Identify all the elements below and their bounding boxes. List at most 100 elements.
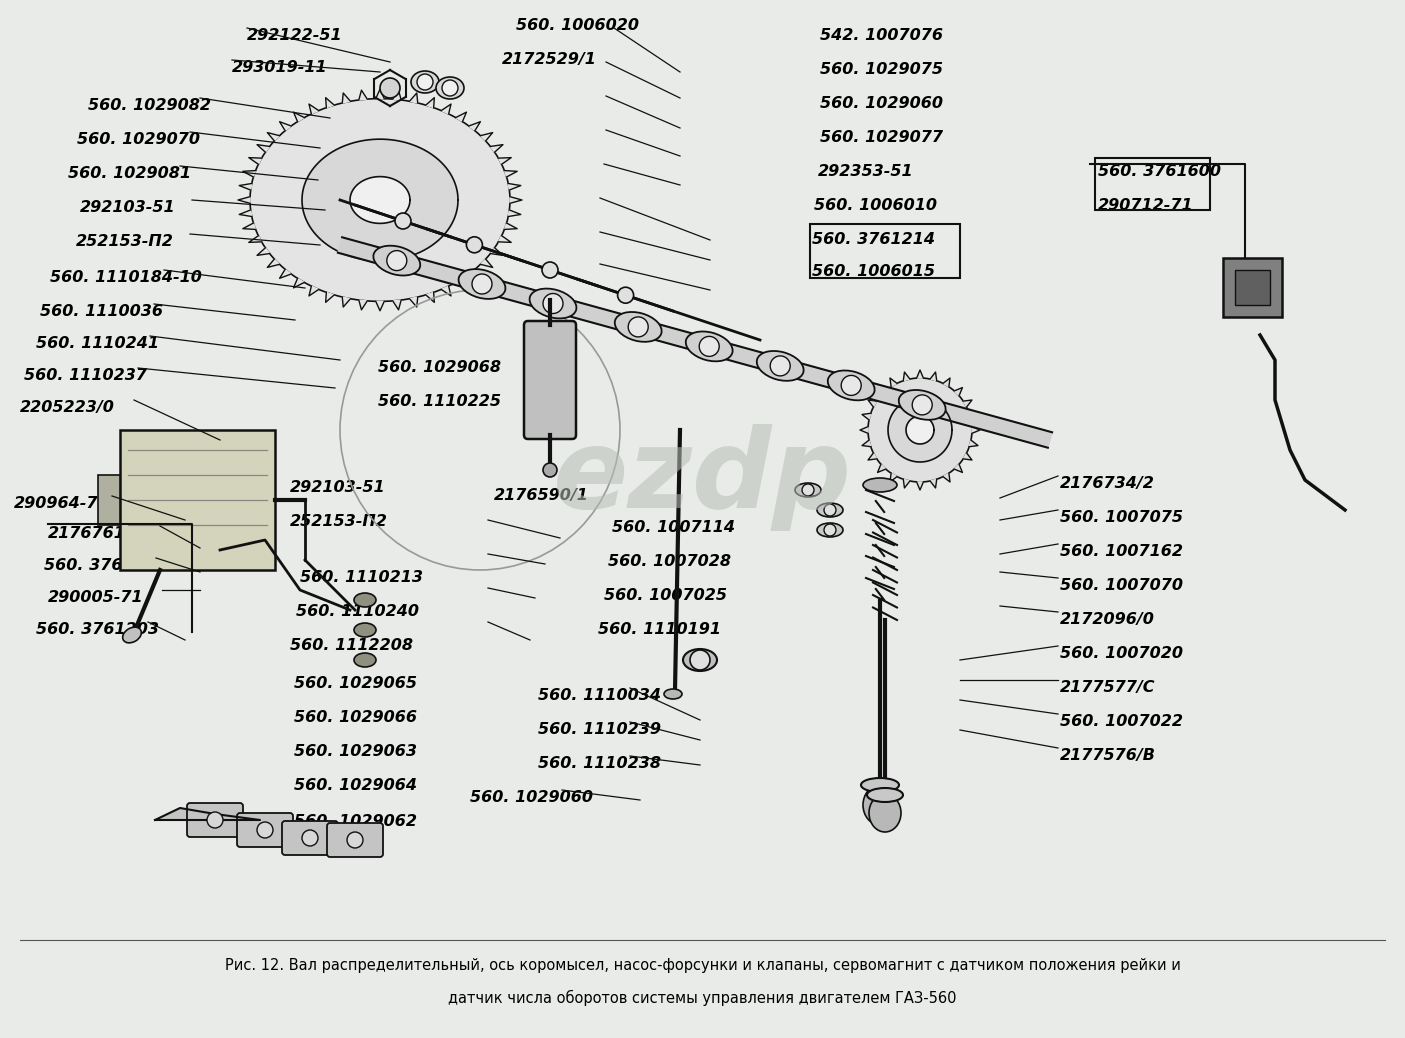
Polygon shape	[903, 372, 910, 381]
Polygon shape	[257, 144, 270, 153]
Circle shape	[628, 317, 648, 337]
Text: 2205223/0: 2205223/0	[20, 400, 115, 415]
Polygon shape	[350, 176, 410, 223]
Ellipse shape	[795, 483, 821, 497]
Ellipse shape	[686, 331, 732, 361]
Bar	[811, 224, 960, 278]
Text: 2177577/С: 2177577/С	[1059, 680, 1155, 695]
Circle shape	[207, 812, 223, 828]
Circle shape	[700, 336, 719, 356]
Circle shape	[347, 832, 362, 848]
Polygon shape	[868, 378, 972, 482]
Ellipse shape	[374, 246, 420, 275]
Text: 560. 1029070: 560. 1029070	[77, 132, 200, 147]
Ellipse shape	[530, 289, 576, 319]
Polygon shape	[969, 413, 978, 419]
Polygon shape	[930, 372, 937, 381]
Polygon shape	[375, 89, 384, 99]
Polygon shape	[889, 378, 896, 387]
Text: 560. 3761207: 560. 3761207	[44, 558, 167, 573]
Text: 542. 1007076: 542. 1007076	[821, 28, 943, 43]
Polygon shape	[509, 184, 521, 190]
Ellipse shape	[122, 627, 142, 643]
Ellipse shape	[458, 269, 506, 299]
Polygon shape	[906, 416, 934, 444]
Polygon shape	[469, 269, 481, 278]
Polygon shape	[972, 427, 981, 434]
FancyBboxPatch shape	[187, 803, 243, 837]
Polygon shape	[294, 112, 305, 121]
Circle shape	[618, 288, 634, 303]
Polygon shape	[280, 121, 291, 131]
Polygon shape	[504, 170, 517, 176]
Polygon shape	[455, 112, 466, 121]
Polygon shape	[358, 300, 367, 309]
Circle shape	[472, 274, 492, 294]
Circle shape	[770, 356, 790, 376]
Text: 560. 1007075: 560. 1007075	[1059, 510, 1183, 525]
Text: 560. 1006015: 560. 1006015	[812, 264, 934, 279]
Text: 2176734/2: 2176734/2	[1059, 476, 1155, 491]
Text: 560. 1029065: 560. 1029065	[294, 676, 417, 691]
Polygon shape	[481, 133, 493, 141]
Ellipse shape	[412, 71, 438, 93]
Polygon shape	[239, 184, 251, 190]
Polygon shape	[243, 223, 256, 229]
Text: 2176590/1: 2176590/1	[495, 488, 589, 503]
Text: 560. 1029082: 560. 1029082	[89, 98, 211, 113]
Text: 560. 1029064: 560. 1029064	[294, 778, 417, 793]
Circle shape	[823, 504, 836, 516]
Text: датчик числа оборотов системы управления двигателем ГАЗ-560: датчик числа оборотов системы управления…	[448, 990, 957, 1006]
Circle shape	[802, 484, 813, 496]
Text: 2177576/В: 2177576/В	[1059, 748, 1156, 763]
Circle shape	[542, 262, 558, 278]
Ellipse shape	[861, 778, 899, 792]
Polygon shape	[393, 90, 402, 100]
Polygon shape	[309, 286, 319, 296]
Text: 252153-П2: 252153-П2	[289, 514, 388, 529]
Polygon shape	[358, 90, 367, 100]
Polygon shape	[888, 398, 953, 462]
Ellipse shape	[354, 623, 377, 637]
Bar	[1235, 270, 1270, 305]
Text: 560. 1110238: 560. 1110238	[538, 756, 660, 771]
Polygon shape	[916, 482, 923, 490]
Polygon shape	[916, 370, 923, 378]
Polygon shape	[375, 301, 384, 310]
Polygon shape	[337, 238, 1052, 447]
Ellipse shape	[867, 788, 903, 802]
Polygon shape	[267, 260, 280, 268]
Ellipse shape	[816, 523, 843, 537]
FancyBboxPatch shape	[1222, 258, 1281, 317]
Text: 293019-11: 293019-11	[232, 60, 327, 75]
Polygon shape	[868, 400, 877, 407]
Text: 560. 1007022: 560. 1007022	[1059, 714, 1183, 729]
Ellipse shape	[757, 351, 804, 381]
Polygon shape	[943, 473, 950, 482]
Text: ezdp: ezdp	[554, 424, 851, 531]
Polygon shape	[409, 93, 417, 103]
Text: 560. 1110237: 560. 1110237	[24, 368, 148, 383]
Ellipse shape	[828, 371, 875, 401]
Text: 292122-51: 292122-51	[247, 28, 343, 43]
Polygon shape	[343, 93, 350, 103]
Polygon shape	[280, 269, 291, 278]
Text: 560. 1029060: 560. 1029060	[471, 790, 593, 805]
Polygon shape	[499, 158, 511, 164]
Text: 560. 1110191: 560. 1110191	[599, 622, 721, 637]
Circle shape	[379, 78, 400, 98]
FancyBboxPatch shape	[119, 430, 275, 570]
Text: 560. 1029066: 560. 1029066	[294, 710, 417, 725]
Text: 292103-51: 292103-51	[80, 200, 176, 215]
Text: 2172529/1: 2172529/1	[502, 52, 597, 67]
Polygon shape	[326, 98, 334, 108]
Polygon shape	[490, 248, 503, 255]
Polygon shape	[510, 196, 523, 203]
Text: 560. 1110239: 560. 1110239	[538, 722, 660, 737]
Text: 560. 1112208: 560. 1112208	[289, 638, 413, 653]
Polygon shape	[243, 170, 256, 176]
Polygon shape	[267, 133, 280, 141]
Text: 560. 1007025: 560. 1007025	[604, 588, 726, 603]
Text: 560. 1007020: 560. 1007020	[1059, 646, 1183, 661]
Polygon shape	[490, 144, 503, 153]
